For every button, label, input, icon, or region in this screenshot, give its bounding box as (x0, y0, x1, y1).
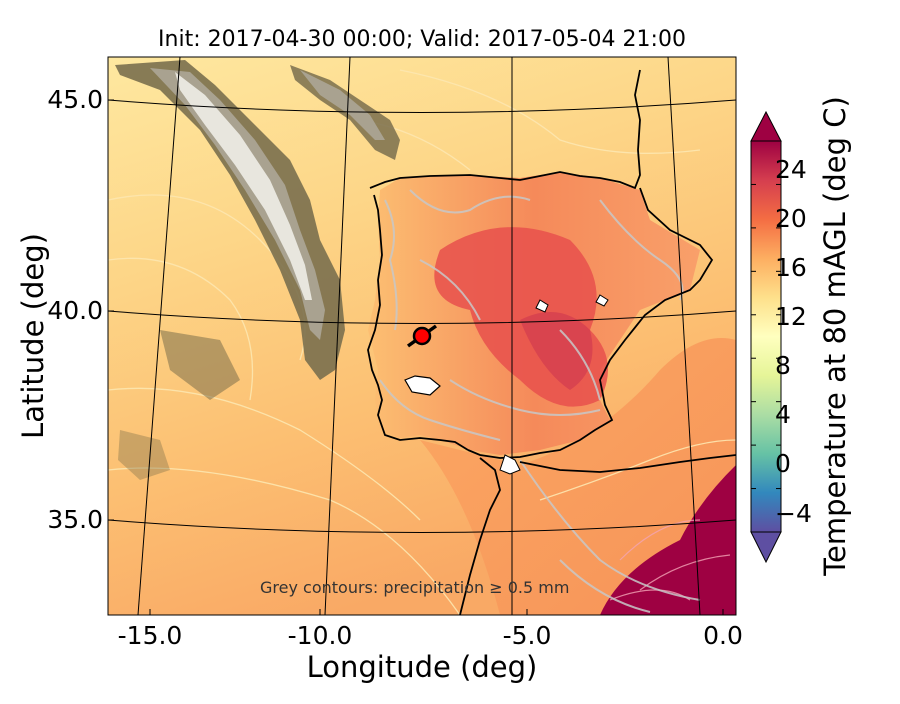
north-africa-hot-field (600, 465, 736, 615)
colorbar (750, 110, 782, 564)
site-marker[interactable] (406, 324, 438, 348)
y-tick-label: 45.0 (47, 85, 103, 114)
colorbar-tick-label: 8 (775, 351, 791, 380)
colorbar-tick-label: 24 (775, 155, 807, 184)
coastlines (367, 69, 736, 615)
colorbar-body (750, 140, 782, 533)
colorbar-tick-label: 12 (775, 302, 807, 331)
site-marker-dot[interactable] (412, 326, 432, 346)
plot-frame (107, 56, 737, 616)
colorbar-tick-label: 0 (775, 449, 791, 478)
axis-ticks (108, 99, 724, 615)
colorbar-tick-label: −4 (775, 499, 812, 528)
precipitation-note: Grey contours: precipitation ≥ 0.5 mm (260, 578, 570, 597)
graticule (108, 57, 736, 615)
interior-hot-spot (520, 312, 593, 390)
colorbar-ticks (751, 183, 781, 490)
colorbar-tick-label: 16 (775, 253, 807, 282)
precipitation-contours (379, 189, 701, 613)
plot-title: Init: 2017-04-30 00:00; Valid: 2017-05-0… (158, 27, 686, 52)
x-tick-label: -5.0 (502, 621, 552, 650)
colorbar-lower-extension (750, 531, 782, 564)
y-axis-label: Latitude (deg) (16, 233, 50, 439)
x-tick-label: -10.0 (287, 621, 353, 650)
y-tick-label: 40.0 (47, 296, 103, 325)
mediterranean-field (420, 338, 736, 615)
x-tick-label: 0.0 (703, 621, 743, 650)
colorbar-tick-label: 20 (775, 204, 807, 233)
colorbar-upper-extension (750, 110, 782, 142)
map-area (108, 57, 736, 615)
x-tick-label: -15.0 (117, 621, 183, 650)
y-tick-label: 35.0 (47, 505, 103, 534)
colorbar-tick-label: 4 (775, 400, 791, 429)
atlantic-storm-band (115, 60, 400, 480)
x-axis-label: Longitude (deg) (306, 650, 538, 684)
